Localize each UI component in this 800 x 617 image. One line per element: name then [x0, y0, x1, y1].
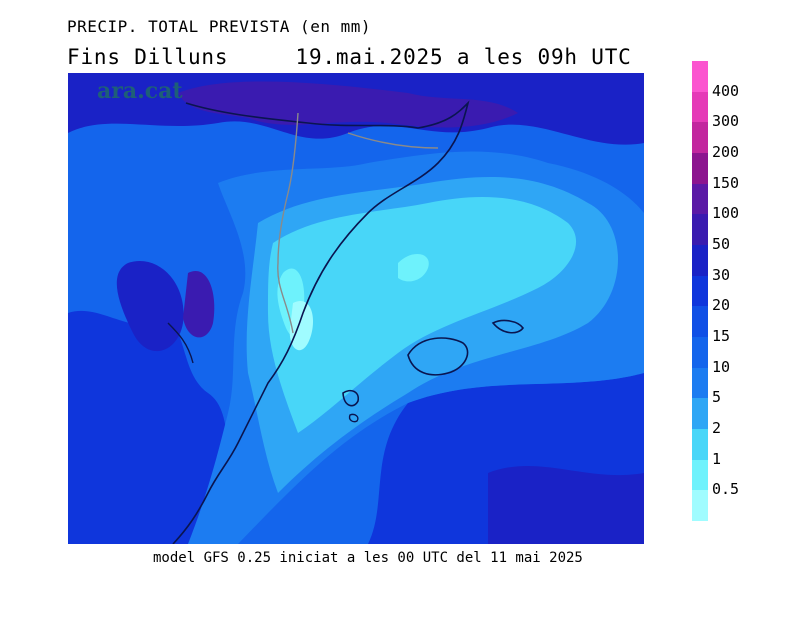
legend-label: 2: [712, 419, 722, 437]
map-title: PRECIP. TOTAL PREVISTA (en mm): [67, 17, 371, 36]
legend-label: 400: [712, 81, 740, 100]
legend-label: 300: [712, 112, 740, 131]
island-ibiza: [342, 389, 360, 407]
zone-lightest-sea: [398, 253, 429, 282]
zone-light: [268, 197, 577, 433]
legend-label: 15: [712, 327, 731, 345]
legend-swatch: [692, 91, 708, 123]
zone-west-dark: [68, 310, 248, 544]
island-mallorca: [407, 337, 469, 376]
color-legend: [692, 61, 708, 521]
legend-label: 100: [712, 204, 740, 223]
legend-swatch: [692, 398, 708, 429]
legend-swatch: [692, 367, 708, 399]
island-formentera: [348, 413, 359, 423]
legend-swatch: [692, 459, 708, 491]
legend-label: 200: [712, 143, 740, 161]
legend-label: 0.5: [712, 480, 740, 499]
inland-border-west: [167, 322, 194, 364]
legend-label: 50: [712, 235, 731, 253]
zone-north-purple: [178, 81, 518, 128]
legend-swatch: [692, 490, 708, 521]
region-border: [277, 112, 299, 334]
zone-inland-purple: [183, 271, 215, 338]
coastline: [172, 100, 470, 544]
legend-label: 30: [712, 265, 731, 284]
legend-label: 20: [712, 296, 731, 315]
subtitle-date: 19.mai.2025 a les 09h UTC: [295, 45, 632, 69]
zone-southeast-darker: [488, 465, 644, 544]
model-caption: model GFS 0.25 iniciat a les 00 UTC del …: [153, 550, 583, 566]
precipitation-map: [68, 73, 644, 544]
legend-label: 150: [712, 173, 740, 192]
legend-swatch: [692, 244, 708, 276]
legend-label: 10: [712, 357, 731, 376]
subtitle-day: Fins Dilluns: [67, 45, 229, 69]
legend-swatch: [692, 122, 708, 153]
legend-swatch: [692, 336, 708, 368]
legend-label: 1: [712, 449, 722, 468]
zone-inland-dark: [116, 261, 184, 352]
zone-palest-coast: [289, 301, 313, 351]
legend-swatch: [692, 152, 708, 184]
legend-swatch: [692, 428, 708, 460]
legend-swatch: [692, 306, 708, 337]
legend-swatch: [692, 183, 708, 215]
map-subtitle: Fins Dilluns 19.mai.2025 a les 09h UTC: [67, 45, 632, 69]
legend-swatch: [692, 61, 708, 92]
ara-cat-watermark: ara.cat: [97, 78, 183, 104]
legend-swatch: [692, 275, 708, 307]
island-menorca: [491, 319, 524, 334]
region-border-north: [347, 132, 439, 149]
legend-label: 5: [712, 388, 722, 407]
legend-swatch: [692, 214, 708, 245]
map-canvas: [68, 73, 644, 544]
